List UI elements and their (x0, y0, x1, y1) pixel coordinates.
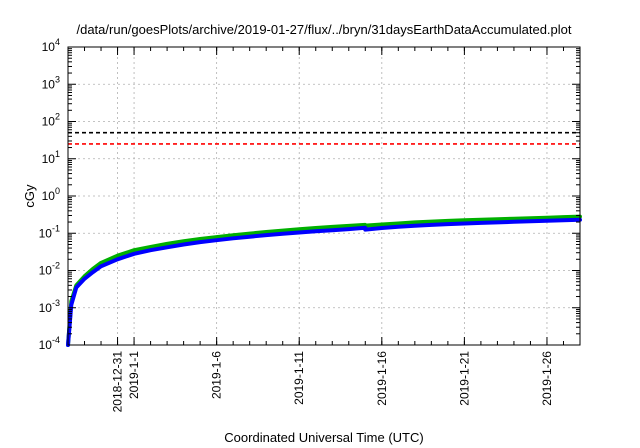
y-axis-label: cGy (22, 184, 37, 208)
chart-title: /data/run/goesPlots/archive/2019-01-27/f… (76, 22, 571, 37)
y-tick-label: 10-2 (39, 261, 60, 278)
x-tick-label: 2019-1-11 (292, 351, 306, 405)
y-tick-label: 102 (42, 112, 60, 129)
y-tick-label: 10-4 (39, 335, 60, 352)
x-tick-label: 2019-1-16 (375, 351, 389, 406)
y-tick-label: 10-1 (39, 223, 60, 240)
x-tick-label: 2019-1-6 (210, 351, 224, 399)
x-axis-ticks: 2018-12-31 2019-1-1 2019-1-6 2019-1-11 2019-… (67, 47, 581, 413)
y-axis-ticks: 10-4 10-3 10-2 10-1 100 101 102 103 104 (39, 37, 580, 352)
y-tick-label: 103 (42, 74, 60, 91)
data-series (66, 214, 582, 347)
x-tick-label: 2018-12-31 (111, 351, 125, 413)
grid-lines (68, 47, 580, 345)
y-tick-label: 104 (42, 37, 60, 54)
y-tick-label: 10-3 (39, 298, 60, 315)
y-tick-label: 100 (42, 186, 60, 203)
x-axis-label: Coordinated Universal Time (UTC) (224, 430, 423, 445)
series-line-1 (66, 214, 582, 347)
x-tick-label: 2019-1-26 (540, 351, 554, 406)
reference-lines (68, 131, 580, 145)
series-line-2 (66, 217, 582, 347)
y-tick-label: 101 (42, 149, 60, 166)
x-tick-label: 2019-1-1 (127, 351, 141, 399)
x-tick-label: 2019-1-21 (457, 351, 471, 406)
